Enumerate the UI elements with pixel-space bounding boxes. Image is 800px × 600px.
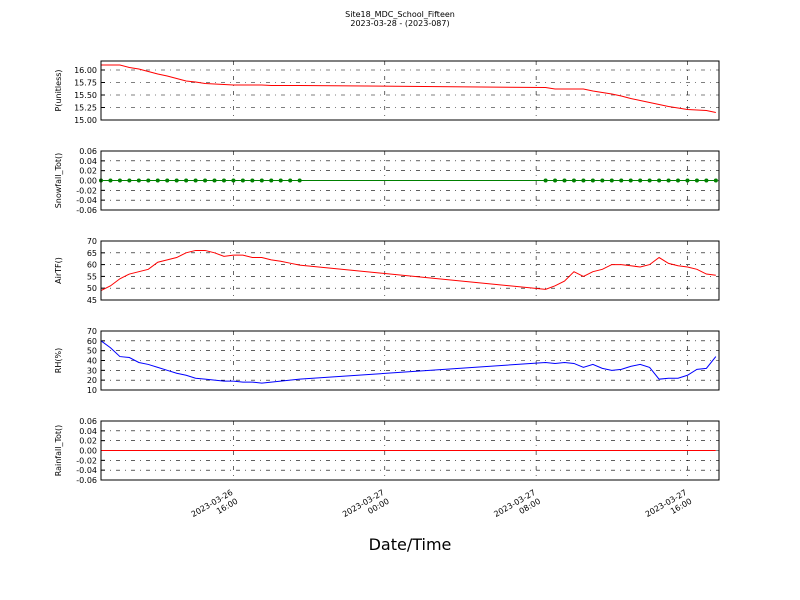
- y-axis-label: AirTF(): [54, 257, 63, 284]
- y-tick-label: -0.06: [76, 206, 97, 215]
- data-point: [638, 178, 643, 183]
- data-point: [713, 178, 718, 183]
- data-point: [174, 178, 179, 183]
- plot-frame: [100, 330, 720, 391]
- data-point: [704, 178, 709, 183]
- y-tick-label: 16.00: [74, 66, 97, 75]
- data-point: [571, 178, 576, 183]
- y-tick-label: 15.00: [74, 116, 97, 125]
- data-point: [609, 178, 614, 183]
- y-tick-label: 30: [87, 366, 97, 375]
- data-point: [647, 178, 652, 183]
- data-point: [685, 178, 690, 183]
- data-point: [127, 178, 132, 183]
- y-axis-label: Rainfall_Tot(): [54, 425, 63, 477]
- y-tick-label: 50: [87, 347, 97, 356]
- y-tick-label: 15.50: [74, 91, 97, 100]
- chart-subtitle: 2023-03-28 - (2023-087): [350, 19, 449, 28]
- data-point: [278, 178, 283, 183]
- y-tick-label: 0.00: [79, 447, 97, 456]
- data-point: [184, 178, 189, 183]
- data-point: [221, 178, 226, 183]
- y-tick-label: 60: [87, 337, 97, 346]
- data-point: [666, 178, 671, 183]
- data-point: [619, 178, 624, 183]
- data-point: [117, 178, 122, 183]
- y-tick-label: -0.02: [76, 186, 97, 195]
- y-tick-label: 50: [87, 284, 97, 293]
- plot-frame: [100, 150, 720, 211]
- y-tick-label: 60: [87, 261, 97, 270]
- data-point: [203, 178, 208, 183]
- plot-frame: [100, 420, 720, 481]
- y-tick-label: 65: [87, 249, 97, 258]
- y-tick-label: 40: [87, 357, 97, 366]
- data-line: [100, 249, 716, 292]
- y-tick-label: 0.00: [79, 177, 97, 186]
- y-tick-label: 70: [87, 327, 97, 336]
- data-point: [146, 178, 151, 183]
- y-tick-label: 0.06: [79, 417, 97, 426]
- data-point: [562, 178, 567, 183]
- y-tick-label: -0.02: [76, 456, 97, 465]
- data-point: [676, 178, 681, 183]
- y-axis-label: RH(%): [54, 348, 63, 373]
- data-point: [212, 178, 217, 183]
- plot-frame: [100, 240, 720, 301]
- data-point: [136, 178, 141, 183]
- chart-title: Site18_MDC_School_Fifteen: [345, 10, 455, 19]
- y-tick-label: 15.75: [74, 79, 97, 88]
- data-point: [231, 178, 236, 183]
- y-tick-label: 20: [87, 376, 97, 385]
- plot-frame: [100, 60, 720, 121]
- data-point: [155, 178, 160, 183]
- y-tick-label: 0.02: [79, 437, 97, 446]
- data-point: [240, 178, 245, 183]
- data-point: [657, 178, 662, 183]
- data-point: [297, 178, 302, 183]
- y-axis-label: P(unitless): [54, 69, 63, 111]
- y-tick-label: 55: [87, 272, 97, 281]
- y-tick-label: 10: [87, 386, 97, 395]
- y-tick-label: 45: [87, 296, 97, 305]
- y-tick-label: 0.06: [79, 147, 97, 156]
- y-tick-label: -0.04: [76, 196, 97, 205]
- data-point: [259, 178, 264, 183]
- data-line: [101, 64, 716, 113]
- x-axis-label: Date/Time: [369, 535, 452, 554]
- data-point: [193, 178, 198, 183]
- data-point: [600, 178, 605, 183]
- data-point: [165, 178, 170, 183]
- y-tick-label: -0.04: [76, 466, 97, 475]
- data-point: [628, 178, 633, 183]
- data-point: [581, 178, 586, 183]
- data-point: [269, 178, 274, 183]
- y-tick-label: 15.25: [74, 104, 97, 113]
- data-point: [694, 178, 699, 183]
- data-point: [250, 178, 255, 183]
- y-axis-label: Snowfall_Tot(): [54, 153, 63, 209]
- y-tick-label: 0.04: [79, 157, 97, 166]
- data-point: [288, 178, 293, 183]
- y-tick-label: 0.04: [79, 427, 97, 436]
- data-point: [108, 178, 113, 183]
- y-tick-label: 0.02: [79, 167, 97, 176]
- data-point: [553, 178, 558, 183]
- data-point: [543, 178, 548, 183]
- data-point: [590, 178, 595, 183]
- y-tick-label: 70: [87, 237, 97, 246]
- data-line: [100, 340, 717, 384]
- y-tick-label: -0.06: [76, 476, 97, 485]
